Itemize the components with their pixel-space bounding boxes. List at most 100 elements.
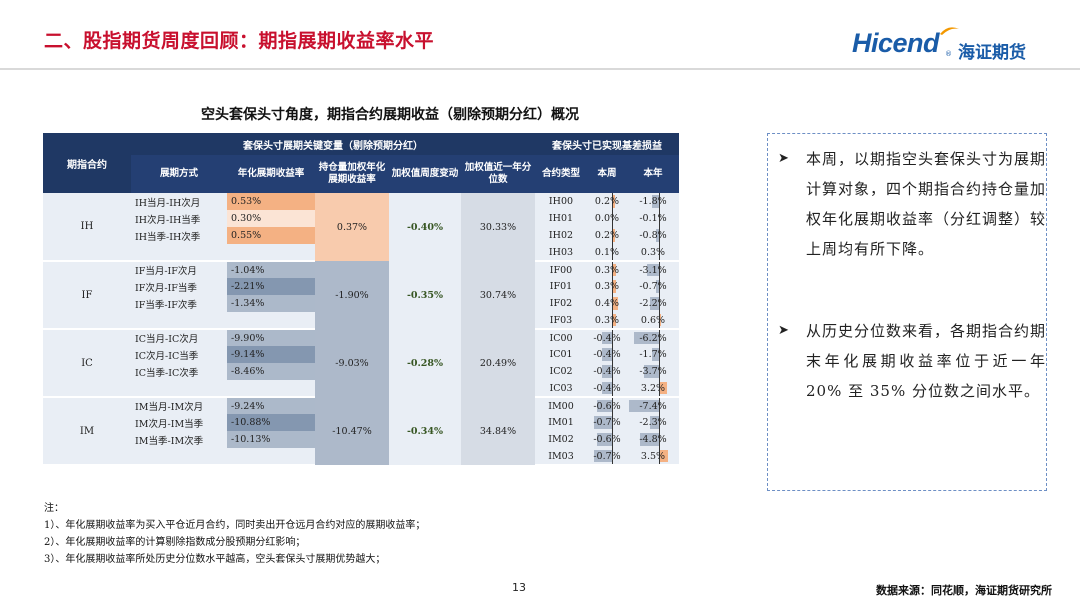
contract-type: IH03 bbox=[535, 244, 587, 262]
annual-roll-value: 0.55% bbox=[227, 227, 315, 244]
week-pnl-axis bbox=[611, 312, 613, 327]
table-row: IH IH当月-IH次月 0.53% 0.37% -0.40% 30.33% IH00 0.2… bbox=[43, 193, 679, 262]
spread-label: IF当月-IF次月 bbox=[131, 261, 227, 278]
week-pnl-axis bbox=[611, 244, 613, 259]
year-pnl-value: -6.2% bbox=[639, 332, 667, 344]
year-pnl-axis bbox=[659, 227, 661, 244]
week-pnl-axis bbox=[611, 278, 613, 295]
contract-type: IC02 bbox=[535, 363, 587, 380]
week-pnl-cell: -0.4% bbox=[587, 363, 627, 380]
week-pnl-cell: 0.1% bbox=[587, 244, 627, 262]
year-pnl-bar bbox=[646, 264, 660, 276]
year-pnl-value: -4.8% bbox=[639, 434, 667, 445]
weekly-change-value: -0.35% bbox=[389, 261, 461, 329]
year-pnl-axis bbox=[659, 193, 661, 210]
table-row: IM03 -0.7% 3.5% bbox=[43, 448, 679, 466]
week-pnl-value: 0.3% bbox=[594, 264, 620, 276]
week-pnl-cell: 0.2% bbox=[587, 193, 627, 210]
percentile-value: 34.84% bbox=[461, 397, 535, 465]
annual-roll-value: 0.53% bbox=[227, 193, 315, 210]
year-pnl-value: -2.3% bbox=[639, 417, 667, 428]
year-pnl-bar bbox=[639, 433, 660, 446]
week-pnl-cell: -0.4% bbox=[587, 329, 627, 346]
week-pnl-value: 0.1% bbox=[594, 246, 620, 258]
week-pnl-bar bbox=[594, 416, 612, 429]
table-row: IF03 0.3% 0.6% bbox=[43, 312, 679, 330]
header-contract: 期指合约 bbox=[43, 133, 131, 193]
table-row: IM次月-IM当季 -10.88% IM01 -0.7% -2.3% bbox=[43, 414, 679, 431]
annual-roll-value: -8.46% bbox=[227, 363, 315, 380]
header-group-key-variables: 套保头寸展期关键变量（剔除预期分红） bbox=[131, 133, 535, 155]
spread-label bbox=[131, 244, 227, 262]
week-pnl-cell: -0.7% bbox=[587, 414, 627, 431]
year-pnl-bar bbox=[649, 416, 660, 429]
week-pnl-axis bbox=[611, 380, 613, 395]
year-pnl-value: -0.7% bbox=[639, 281, 667, 292]
year-pnl-axis bbox=[659, 380, 661, 395]
year-pnl-axis bbox=[659, 363, 661, 380]
footnote-title: 注： bbox=[44, 503, 64, 514]
logo-registered-mark: ® bbox=[945, 50, 952, 58]
year-pnl-axis bbox=[659, 278, 661, 295]
week-pnl-value: 0.2% bbox=[594, 230, 620, 241]
week-pnl-cell: -0.4% bbox=[587, 380, 627, 398]
table-row: IF次月-IF当季 -2.21% IF01 0.3% -0.7% bbox=[43, 278, 679, 295]
annual-roll-value bbox=[227, 244, 315, 262]
year-pnl-cell: -3.7% bbox=[627, 363, 679, 380]
week-pnl-cell: 0.4% bbox=[587, 295, 627, 312]
year-pnl-value: -0.1% bbox=[639, 213, 667, 224]
logo-text-cn: 海证期货 bbox=[958, 43, 1026, 63]
footnote-2: 2）、年化展期收益率的计算剔除指数成分股预期分红影响； bbox=[44, 537, 306, 548]
weekly-change-value: -0.28% bbox=[389, 329, 461, 397]
year-pnl-cell: -7.4% bbox=[627, 397, 679, 414]
year-pnl-bar bbox=[644, 365, 660, 378]
year-pnl-value: 0.3% bbox=[640, 246, 666, 258]
week-pnl-value: 0.3% bbox=[594, 281, 620, 292]
year-pnl-cell: -2.3% bbox=[627, 414, 679, 431]
week-pnl-axis bbox=[611, 448, 613, 463]
year-pnl-cell: -1.8% bbox=[627, 193, 679, 210]
week-pnl-axis bbox=[611, 363, 613, 380]
year-pnl-cell: 0.6% bbox=[627, 312, 679, 330]
contract-type: IM01 bbox=[535, 414, 587, 431]
week-pnl-bar bbox=[601, 365, 612, 378]
data-source: 数据来源：同花顺，海证期货研究所 bbox=[876, 584, 1052, 597]
week-pnl-bar bbox=[594, 450, 612, 462]
year-pnl-bar bbox=[634, 332, 660, 344]
week-pnl-value: -0.6% bbox=[593, 400, 621, 412]
table-row: IH次月-IH当季 0.30% IH01 0.0% -0.1% bbox=[43, 210, 679, 227]
contract-type: IF03 bbox=[535, 312, 587, 330]
week-pnl-cell: 0.3% bbox=[587, 261, 627, 278]
footnote-1: 1）、年化展期收益率为买入平仓近月合约，同时卖出开仓远月合约对应的展期收益率； bbox=[44, 520, 426, 531]
annual-roll-value bbox=[227, 380, 315, 398]
week-pnl-cell: 0.2% bbox=[587, 227, 627, 244]
spread-label: IC次月-IC当季 bbox=[131, 346, 227, 363]
year-pnl-bar bbox=[650, 297, 660, 310]
contract-name: IM bbox=[43, 397, 131, 466]
logo-swoosh-icon bbox=[940, 27, 959, 35]
year-pnl-value: -3.7% bbox=[639, 366, 667, 377]
contract-name: IF bbox=[43, 261, 131, 330]
week-pnl-value: -0.4% bbox=[593, 332, 621, 344]
table-row: IM IM当月-IM次月 -9.24% -10.47% -0.34% 34.84% IM00… bbox=[43, 397, 679, 466]
week-pnl-value: 0.2% bbox=[594, 196, 620, 207]
year-pnl-cell: 3.2% bbox=[627, 380, 679, 398]
annual-roll-value: 0.30% bbox=[227, 210, 315, 227]
week-pnl-bar bbox=[601, 348, 612, 361]
contract-name: IC bbox=[43, 329, 131, 398]
year-pnl-axis bbox=[659, 346, 661, 363]
year-pnl-bar bbox=[656, 229, 660, 242]
year-pnl-cell: -0.8% bbox=[627, 227, 679, 244]
contract-type: IC01 bbox=[535, 346, 587, 363]
week-pnl-cell: 0.0% bbox=[587, 210, 627, 227]
arrow-bullet-icon: ➤ bbox=[778, 151, 789, 166]
table-row: IC次月-IC当季 -9.14% IC01 -0.4% -1.7% bbox=[43, 346, 679, 363]
week-pnl-bar bbox=[611, 297, 618, 310]
table-row: IC当季-IC次季 -8.46% IC02 -0.4% -3.7% bbox=[43, 363, 679, 380]
week-pnl-cell: -0.4% bbox=[587, 346, 627, 363]
contract-type: IM02 bbox=[535, 431, 587, 448]
year-pnl-value: -2.2% bbox=[639, 298, 667, 309]
header-contract-type: 合约类型 bbox=[535, 155, 587, 193]
commentary-text-1: 本周，以期指空头套保头寸为展期计算对象，四个期指合约持仓量加权年化展期收益率（分… bbox=[806, 150, 1047, 258]
table-row: IH03 0.1% 0.3% bbox=[43, 244, 679, 262]
